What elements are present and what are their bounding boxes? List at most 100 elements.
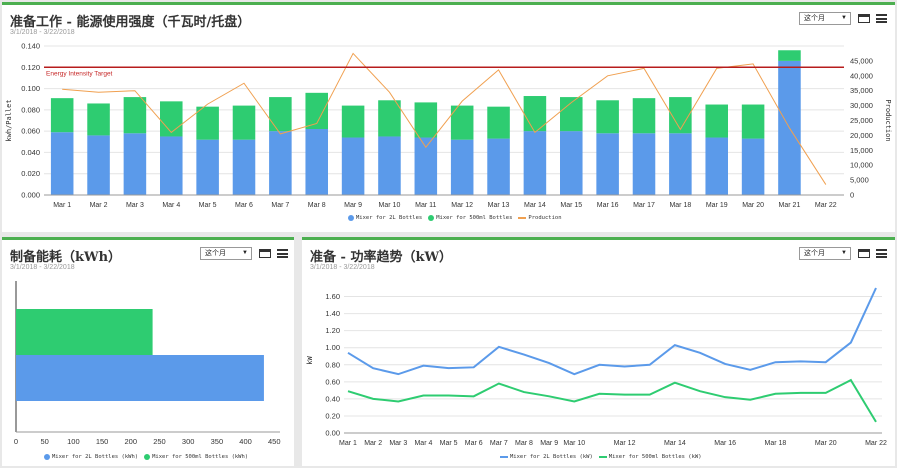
energy-intensity-target-label: Energy Intensity Target	[46, 70, 113, 77]
x-tick-label: Mar 20	[815, 440, 837, 447]
window-icon[interactable]	[259, 249, 271, 258]
bar-500ml	[560, 97, 583, 132]
legend-label: Mixer for 500ml Bottles (kW)	[608, 454, 702, 460]
legend-label: Mixer for 2L Bottles (kWh)	[52, 454, 139, 460]
x-tick-label: 0	[14, 437, 18, 446]
series-line-2l	[347, 287, 877, 376]
x-tick-label: 450	[268, 437, 281, 446]
period-select[interactable]: 这个月 ▼	[200, 247, 252, 260]
x-tick-label: Mar 9	[540, 440, 558, 447]
x-tick-label: Mar 7	[271, 202, 289, 209]
legend-item[interactable]: Mixer for 500ml Bottles	[428, 215, 512, 221]
energy-consumption-chart: 0 50 100 150 200 250 300 350 400 450	[14, 281, 281, 446]
x-tick-label: Mar 6	[235, 202, 253, 209]
y-tick-label: 0.60	[325, 377, 340, 386]
x-tick-label: Mar 1	[53, 202, 71, 209]
x-tick-label: 250	[153, 437, 166, 446]
window-icon[interactable]	[858, 14, 870, 23]
y2-tick-label: 40,000	[850, 71, 873, 80]
y-tick-label: 1.60	[325, 292, 340, 301]
y-axis-label: kwh/Pallet	[5, 99, 13, 141]
x-tick-label: Mar 4	[162, 202, 180, 209]
bar-500ml	[87, 103, 110, 136]
y2-tick-label: 0	[850, 191, 854, 200]
window-icon[interactable]	[858, 249, 870, 258]
x-tick-label: 150	[96, 437, 109, 446]
y2-tick-label: 25,000	[850, 116, 873, 125]
y2-tick-label: 45,000	[850, 56, 873, 65]
y-axis-label: kW	[306, 356, 314, 365]
bar-2l	[305, 129, 328, 195]
bar-500ml	[632, 98, 656, 134]
production-line	[62, 52, 827, 185]
x-tick-label: 350	[211, 437, 224, 446]
legend-label: Mixer for 2L Bottles (kW)	[510, 454, 593, 460]
legend-item[interactable]: Production	[518, 215, 562, 221]
chart-legend: Mixer for 2L Bottles (kW) Mixer for 500ml…	[500, 454, 702, 460]
period-select[interactable]: 这个月 ▼	[799, 247, 851, 260]
x-tick-label: Mar 19	[706, 202, 728, 209]
x-tick-label: Mar 12	[451, 202, 473, 209]
hamburger-menu-icon[interactable]	[876, 249, 887, 258]
bar-2l	[705, 137, 728, 195]
legend-marker	[598, 456, 607, 458]
x-tick-label: 50	[41, 437, 49, 446]
x-tick-label: Mar 15	[560, 202, 582, 209]
x-tick-label: Mar 16	[597, 202, 619, 209]
y-tick-label: 1.40	[325, 309, 340, 318]
period-select[interactable]: 这个月 ▼	[799, 12, 851, 25]
period-select-value: 这个月	[205, 250, 226, 257]
y2-tick-label: 10,000	[850, 161, 873, 170]
x-tick-label: Mar 22	[865, 440, 887, 447]
chevron-down-icon: ▼	[841, 15, 847, 21]
panel-title: 准备工作 - 能源使用强度（千瓦时/托盘）	[10, 15, 251, 30]
y2-tick-label: 20,000	[850, 131, 873, 140]
date-range: 3/1/2018 - 3/22/2018	[310, 264, 375, 271]
bar-2l	[269, 131, 292, 195]
x-tick-label: Mar 20	[742, 202, 764, 209]
bar-500ml	[232, 105, 256, 140]
legend-marker	[500, 456, 508, 458]
legend-marker	[44, 454, 50, 460]
bar-2l	[16, 355, 264, 401]
legend-item[interactable]: Mixer for 2L Bottles	[348, 215, 422, 221]
y-tick-label: 0.140	[21, 42, 40, 51]
x-tick-label: Mar 16	[714, 440, 736, 447]
y2-tick-label: 35,000	[850, 86, 873, 95]
y-tick-label: 0.120	[21, 63, 40, 72]
x-tick-label: Mar 18	[669, 202, 691, 209]
bar-500ml	[778, 50, 801, 61]
bar-2l	[196, 139, 219, 195]
energy-intensity-panel: 准备工作 - 能源使用强度（千瓦时/托盘） 3/1/2018 - 3/22/20…	[2, 2, 895, 232]
x-tick-label: Mar 3	[126, 202, 144, 209]
legend-item[interactable]: Mixer for 2L Bottles (kWh)	[44, 454, 138, 460]
x-tick-label: Mar 3	[389, 440, 407, 447]
hamburger-menu-icon[interactable]	[277, 249, 288, 258]
x-tick-label: 100	[67, 437, 80, 446]
chevron-down-icon: ▼	[242, 250, 248, 256]
x-tick-label: 200	[125, 437, 138, 446]
y2-tick-label: 15,000	[850, 146, 873, 155]
legend-item[interactable]: Mixer for 500ml Bottles (kWh)	[144, 454, 248, 460]
chart-legend: Mixer for 2L Bottles Mixer for 500ml Bott…	[348, 215, 562, 221]
legend-item[interactable]: Mixer for 500ml Bottles (kW)	[598, 454, 702, 460]
x-tick-label: Mar 17	[633, 202, 655, 209]
legend-label: Mixer for 500ml Bottles (kWh)	[152, 454, 249, 460]
legend-label: Mixer for 2L Bottles	[356, 215, 423, 221]
y-tick-label: 0.100	[21, 84, 40, 93]
bar-500ml	[414, 102, 438, 138]
date-range: 3/1/2018 - 3/22/2018	[10, 264, 75, 271]
x-tick-label: Mar 13	[488, 202, 510, 209]
bar-500ml	[196, 106, 219, 140]
x-tick-label: Mar 5	[199, 202, 217, 209]
x-tick-label: Mar 10	[379, 202, 401, 209]
power-trend-panel: 准备 - 功率趋势（kW） 3/1/2018 - 3/22/2018 这个月 ▼…	[302, 237, 895, 466]
x-tick-label: Mar 14	[524, 202, 546, 209]
legend-marker	[144, 454, 151, 460]
legend-marker	[348, 215, 354, 221]
y-tick-label: 1.00	[325, 343, 340, 352]
y2-tick-label: 30,000	[850, 101, 873, 110]
hamburger-menu-icon[interactable]	[876, 14, 887, 23]
legend-marker	[428, 215, 435, 221]
legend-item[interactable]: Mixer for 2L Bottles (kW)	[500, 454, 593, 460]
